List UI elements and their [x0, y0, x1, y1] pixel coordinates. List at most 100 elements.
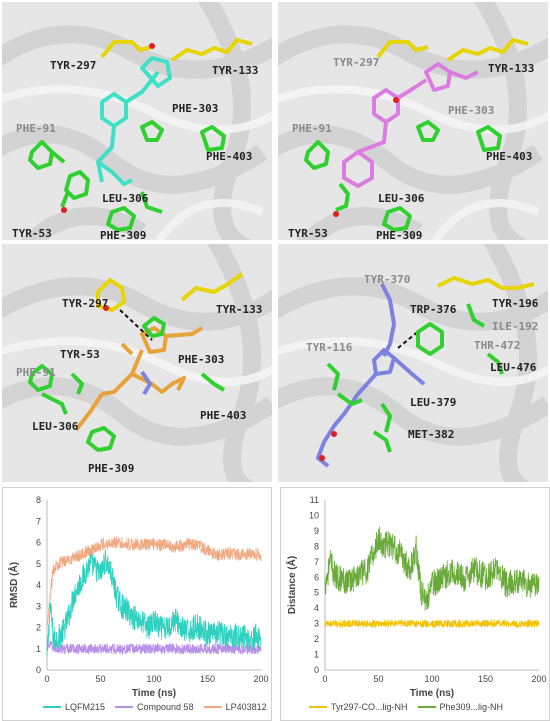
- residue-label: TYR-196: [492, 297, 539, 310]
- structure-panel-b: TYR-297 TYR-133 PHE-303 PHE-91 PHE-403 LEU-30…: [278, 2, 548, 240]
- residue-label: TYR-370: [364, 273, 411, 286]
- residue-label: TYR-297: [50, 59, 97, 72]
- residue-label: PHE-91: [292, 122, 332, 135]
- x-tick-label: 0: [322, 674, 327, 684]
- residue-label: PHE-91: [16, 366, 56, 379]
- x-tick-label: 50: [95, 674, 105, 684]
- residue-label: TYR-133: [216, 303, 263, 316]
- residue-label: PHE-403: [200, 409, 247, 422]
- x-tick-label: 200: [253, 674, 268, 684]
- y-tick-label: 7: [36, 516, 41, 526]
- series-line: [324, 618, 540, 629]
- legend-item: LP403812: [203, 702, 267, 712]
- y-tick-label: 5: [36, 559, 41, 569]
- series-line: [46, 548, 262, 657]
- y-tick-label: 7: [314, 557, 319, 567]
- rmsd-chart-svg: 0 1 2 3 4 5 6 7 8 0 50 100 150 200 Time (ns) RMSD (Å): [7, 495, 269, 699]
- x-axis-label: Time (ns): [410, 688, 454, 699]
- residue-label: PHE-303: [448, 104, 495, 117]
- legend-swatch: [417, 706, 436, 708]
- legend-swatch: [203, 706, 222, 708]
- residue-label: PHE-309: [88, 462, 135, 475]
- residue-label: PHE-403: [486, 150, 533, 163]
- residue-label: TYR-133: [488, 62, 535, 75]
- y-tick-label: 1: [314, 650, 319, 660]
- legend-swatch: [309, 706, 327, 708]
- x-axis-label: Time (ns): [132, 688, 176, 699]
- x-tick-label: 100: [146, 674, 161, 684]
- legend-item: LQFM215: [43, 702, 105, 712]
- y-tick-label: 2: [314, 634, 319, 644]
- legend-label: Tyr297-CO...lig-NH: [331, 702, 408, 712]
- y-tick-label: 8: [36, 495, 41, 505]
- x-tick-label: 150: [200, 674, 215, 684]
- legend-swatch: [115, 706, 134, 708]
- legend-label: Compound 58: [137, 702, 194, 712]
- residue-label: PHE-403: [206, 150, 253, 163]
- y-axis-label: RMSD (Å): [7, 562, 20, 608]
- residue-label: LEU-306: [32, 420, 79, 433]
- legend-label: Phe309...lig-NH: [439, 702, 504, 712]
- distance-chart-svg: 0 1 2 3 4 5 6 7 8 9 10 11 0 50 100 150 200 Time (ns) Dista…: [285, 495, 547, 699]
- residue-label: ILE-192: [492, 320, 539, 333]
- residue-label: TYR-53: [60, 348, 100, 361]
- y-tick-label: 2: [36, 623, 41, 633]
- y-tick-label: 10: [309, 510, 319, 520]
- residue-label: PHE-309: [100, 229, 147, 240]
- y-tick-label: 0: [36, 665, 41, 675]
- y-tick-label: 4: [36, 580, 41, 590]
- legend-item: Phe309...lig-NH: [417, 702, 504, 712]
- y-tick-label: 1: [36, 644, 41, 654]
- residue-label: LEU-476: [490, 361, 537, 374]
- y-tick-label: 11: [310, 495, 319, 505]
- y-tick-label: 8: [314, 541, 319, 551]
- y-tick-label: 6: [36, 538, 41, 548]
- residue-label: TYR-133: [212, 64, 259, 77]
- residue-label: TYR-297: [62, 297, 109, 310]
- x-tick-label: 100: [424, 674, 439, 684]
- y-tick-label: 3: [314, 619, 319, 629]
- legend-label: LQFM215: [65, 702, 106, 712]
- residue-label: TYR-53: [288, 227, 328, 240]
- structure-art-a: [2, 2, 272, 240]
- residue-label: LEU-306: [378, 192, 425, 205]
- y-axis-label: Distance (Å): [285, 556, 298, 614]
- distance-chart: 0 1 2 3 4 5 6 7 8 9 10 11 0 50 100 150 200 Time (ns) Dista…: [280, 487, 550, 721]
- structure-art-d: [278, 244, 548, 482]
- residue-label: PHE-303: [178, 353, 225, 366]
- y-tick-label: 4: [314, 603, 319, 613]
- residue-label: TYR-297: [333, 56, 380, 69]
- residue-label: LEU-306: [102, 192, 149, 205]
- legend-item: Tyr297-CO...lig-NH: [309, 702, 408, 712]
- series-line: [46, 536, 262, 630]
- x-tick-label: 150: [478, 674, 493, 684]
- residue-label: LEU-379: [410, 396, 457, 409]
- series-line: [324, 526, 540, 611]
- structure-panel-a: TYR-297 TYR-133 PHE-303 PHE-91 PHE-403 LEU-30…: [2, 2, 272, 240]
- x-tick-label: 50: [373, 674, 383, 684]
- residue-label: THR-472: [474, 339, 521, 352]
- x-tick-label: 0: [44, 674, 49, 684]
- residue-label: TYR-53: [12, 227, 52, 240]
- residue-label: MET-382: [408, 428, 455, 441]
- rmsd-legend: LQFM215 Compound 58 LP403812: [43, 702, 267, 712]
- rmsd-chart: 0 1 2 3 4 5 6 7 8 0 50 100 150 200 Time (ns) RMSD (Å) L…: [2, 487, 272, 721]
- legend-label: LP403812: [225, 702, 267, 712]
- structure-art-b: [278, 2, 548, 240]
- structure-panel-c: TYR-297 TYR-133 TYR-53 PHE-303 PHE-91 PHE-403…: [2, 244, 272, 482]
- residue-label: PHE-303: [172, 102, 219, 115]
- residue-label: TYR-116: [306, 341, 353, 354]
- residue-label: PHE-91: [16, 122, 56, 135]
- y-tick-label: 3: [36, 601, 41, 611]
- legend-item: Compound 58: [115, 702, 194, 712]
- structure-panel-d: TYR-370 TRP-376 TYR-196 ILE-192 THR-472 TYR-1…: [278, 244, 548, 482]
- distance-legend: Tyr297-CO...lig-NH Phe309...lig-NH: [309, 702, 503, 712]
- y-tick-label: 5: [314, 588, 319, 598]
- structure-art-c: [2, 244, 272, 482]
- y-tick-label: 6: [314, 572, 319, 582]
- x-tick-label: 200: [531, 674, 546, 684]
- y-tick-label: 0: [314, 665, 319, 675]
- residue-label: PHE-309: [376, 229, 423, 240]
- y-tick-label: 9: [314, 526, 319, 536]
- residue-label: TRP-376: [410, 303, 457, 316]
